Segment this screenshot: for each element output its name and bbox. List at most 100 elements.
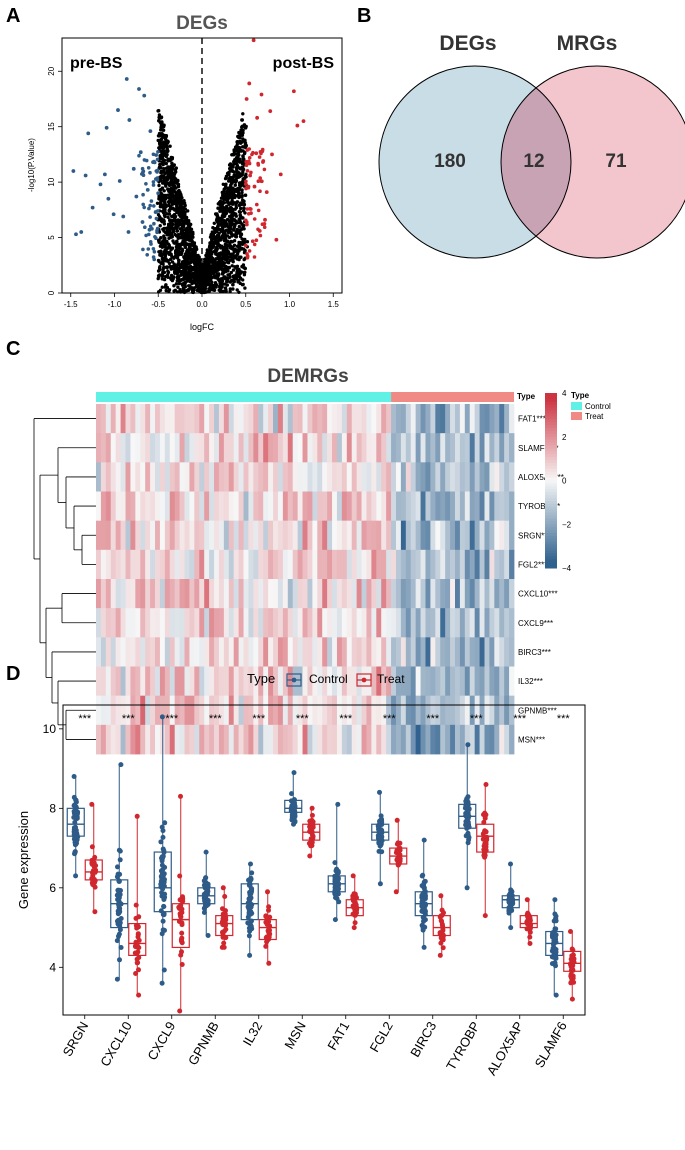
heatmap-colorbar-segment — [545, 512, 557, 516]
volcano-point-ns — [230, 264, 234, 268]
heatmap-cell — [228, 549, 235, 580]
volcano-point-ns — [165, 141, 170, 145]
volcano-x-tick-label: 0.5 — [240, 300, 252, 309]
volcano-point-down-cluster — [148, 203, 152, 208]
boxplot-point-treat — [179, 935, 185, 941]
heatmap-cell — [361, 637, 367, 667]
heatmap-cell — [297, 433, 303, 463]
volcano-point-ns — [184, 215, 188, 220]
volcano-point-up-cluster — [258, 189, 262, 193]
volcano-point-ns — [202, 265, 206, 269]
volcano-point-down — [145, 187, 150, 192]
volcano-point-ns — [218, 227, 222, 232]
heatmap-cell — [238, 404, 244, 434]
heatmap-cell — [322, 462, 328, 492]
boxplot-point-control — [75, 834, 81, 840]
volcano-point-down-cluster — [144, 233, 148, 238]
heatmap-colorbar-segment — [545, 401, 557, 406]
heatmap-cell — [386, 462, 392, 492]
heatmap-cell — [273, 695, 279, 726]
heatmap-cell — [277, 462, 284, 492]
heatmap-cell — [464, 579, 471, 609]
boxplot-point-treat — [178, 793, 183, 799]
heatmap-colorbar-segment — [545, 439, 557, 444]
heatmap-cell — [494, 608, 500, 638]
heatmap-cell — [273, 637, 279, 667]
volcano-point-down — [104, 125, 109, 130]
heatmap-cell — [445, 637, 451, 667]
volcano-point-ns — [219, 259, 223, 264]
heatmap-cell — [233, 637, 240, 667]
volcano-point-ns — [220, 244, 224, 248]
heatmap-cell — [322, 491, 328, 522]
heatmap-cell — [174, 579, 180, 609]
heatmap-colorbar-segment — [545, 538, 557, 543]
heatmap-cell — [297, 666, 303, 697]
volcano-point-ns — [227, 195, 231, 200]
volcano-point-down — [83, 173, 88, 178]
heatmap-cell — [125, 695, 131, 726]
heatmap-cell — [179, 579, 185, 609]
volcano-point-ns — [215, 218, 219, 222]
heatmap-cell — [223, 491, 230, 522]
volcano-point-down-cluster — [141, 173, 146, 177]
volcano-point-ns — [242, 206, 246, 210]
heatmap-cell — [100, 608, 107, 638]
boxplot-box-treat — [128, 922, 147, 956]
volcano-point-ns — [158, 142, 162, 147]
heatmap-cell — [425, 549, 431, 580]
volcano-point-ns — [232, 162, 236, 166]
heatmap-cell — [199, 724, 205, 755]
volcano-point-ns — [234, 156, 239, 160]
volcano-point-down — [138, 150, 143, 155]
heatmap-cell — [184, 549, 190, 580]
heatmap-cell — [253, 404, 259, 434]
volcano-point-ns — [168, 257, 173, 262]
heatmap-cell — [140, 724, 146, 755]
heatmap-cell — [125, 608, 131, 638]
heatmap-cell — [292, 404, 299, 434]
volcano-point-ns — [218, 216, 222, 220]
volcano-point-ns — [213, 282, 218, 286]
heatmap-cell — [391, 724, 397, 755]
heatmap-cell — [371, 549, 377, 580]
volcano-title: DEGs — [176, 13, 228, 34]
volcano-point-ns — [157, 109, 161, 113]
heatmap-cell — [450, 491, 456, 522]
heatmap-cell — [258, 724, 264, 755]
heatmap-cell — [243, 549, 249, 580]
heatmap-cell — [469, 491, 476, 522]
heatmap-cell — [169, 462, 176, 492]
volcano-point-ns — [193, 261, 198, 265]
heatmap-cell — [248, 579, 254, 609]
heatmap-cell — [238, 549, 244, 580]
volcano-point-ns — [207, 252, 211, 256]
volcano-point-down — [148, 129, 153, 134]
heatmap-cell — [302, 579, 308, 609]
volcano-point-ns — [198, 285, 203, 289]
boxplot-point-control — [71, 825, 77, 831]
heatmap-cell — [268, 433, 274, 463]
heatmap-cell — [435, 433, 441, 463]
heatmap-cell — [450, 608, 456, 638]
heatmap-cell — [179, 666, 185, 697]
volcano-point-ns — [163, 201, 167, 205]
volcano-point-ns — [177, 245, 181, 249]
heatmap-row-label: CXCL10*** — [518, 590, 558, 599]
volcano-point-up — [274, 237, 279, 242]
heatmap-cell — [341, 695, 348, 726]
heatmap-cell — [253, 695, 259, 726]
heatmap-cell — [164, 462, 171, 492]
heatmap-cell — [336, 695, 343, 726]
volcano-point-ns — [235, 168, 239, 172]
heatmap-cell — [376, 637, 382, 667]
volcano-point-ns — [180, 248, 185, 253]
heatmap-cell — [209, 579, 215, 609]
heatmap-cell — [282, 724, 289, 755]
heatmap-cell — [218, 491, 225, 522]
volcano-point-ns — [159, 254, 164, 258]
heatmap-cell — [317, 491, 323, 522]
heatmap-cell — [435, 608, 441, 638]
heatmap-cell — [459, 491, 466, 522]
heatmap-cell — [100, 666, 107, 697]
